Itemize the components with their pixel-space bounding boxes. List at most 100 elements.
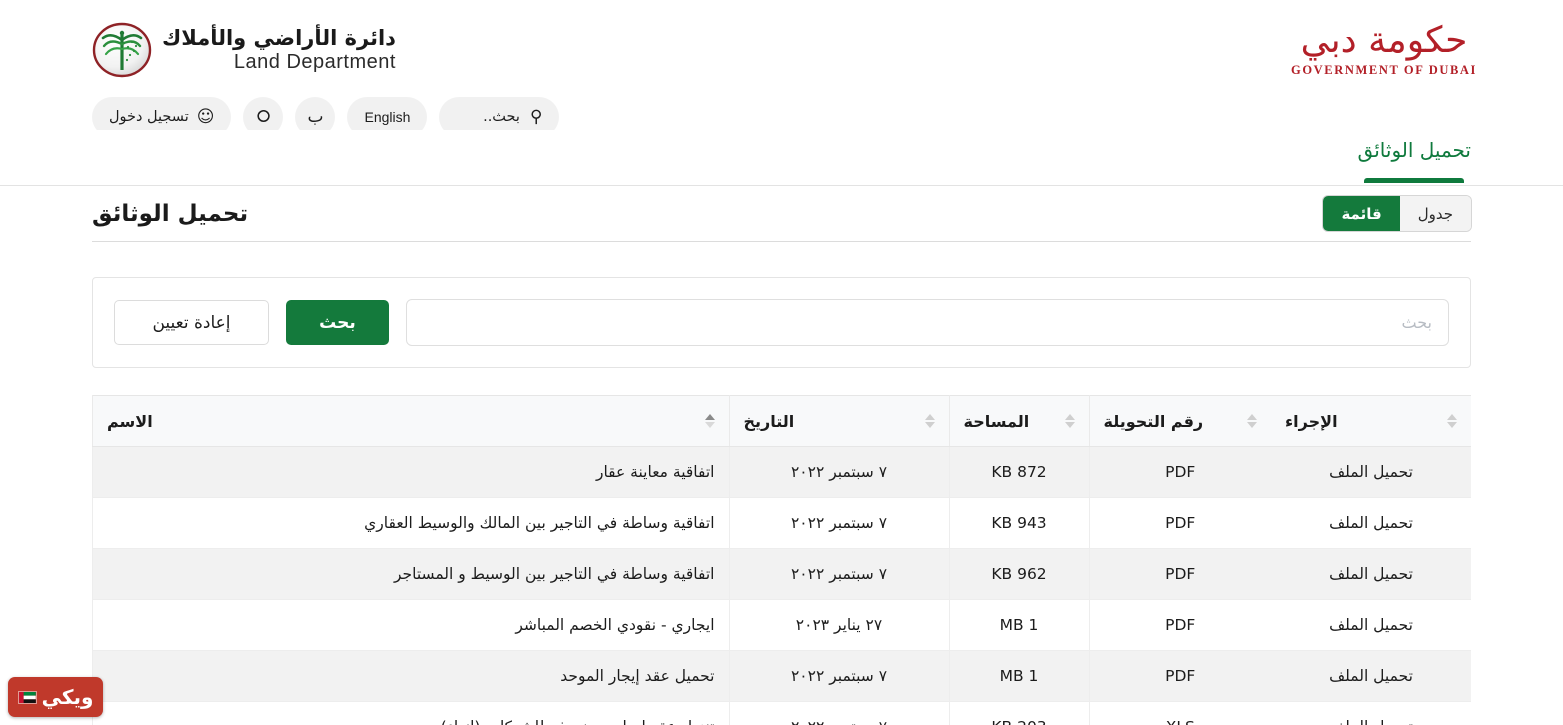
- cell-extension: PDF: [1088, 446, 1271, 498]
- sort-asc-icon: [1064, 414, 1075, 420]
- page-title: تحميل الوثائق: [92, 200, 249, 227]
- table-head: الإجراء رقم التحويلة: [92, 395, 1471, 447]
- table-row: تحميل الملف PDF 943 KB ٧ سبتمبر ٢٠٢٢ اتف…: [92, 497, 1471, 549]
- column-header-action[interactable]: الإجراء: [1271, 395, 1471, 447]
- sort-arrows-extension[interactable]: [1247, 414, 1257, 428]
- page-title-bar: قائمة جدول تحميل الوثائق: [92, 186, 1471, 242]
- dld-logo-arabic: دائرة الأراضي والأملاك: [162, 25, 396, 50]
- sort-asc-icon: [1447, 414, 1457, 420]
- view-toggle-table[interactable]: جدول: [1399, 196, 1471, 231]
- sort-desc-icon: [1247, 422, 1257, 428]
- cell-date: ٧ سبتمبر ٢٠٢٢: [728, 548, 949, 600]
- sort-desc-icon: [1447, 422, 1457, 428]
- user-icon: ☺: [196, 106, 215, 127]
- view-toggle-group: قائمة جدول: [1323, 196, 1471, 231]
- column-header-size[interactable]: المساحة: [948, 395, 1089, 447]
- main-content: قائمة جدول تحميل الوثائق بحث إعادة تعيين: [0, 186, 1563, 725]
- dld-logo-english: Land Department: [233, 51, 396, 74]
- table-body: تحميل الملف PDF 872 KB ٧ سبتمبر ٢٠٢٢ اتف…: [92, 446, 1471, 725]
- login-label: تسجيل دخول: [109, 109, 189, 125]
- cell-extension: PDF: [1088, 548, 1271, 600]
- column-label-extension: رقم التحويلة: [1103, 411, 1204, 431]
- cell-size: 1 MB: [948, 599, 1089, 651]
- cell-extension: PDF: [1088, 650, 1271, 702]
- column-header-name[interactable]: الاسم: [92, 395, 729, 447]
- search-panel: بحث إعادة تعيين: [92, 277, 1471, 368]
- column-header-extension[interactable]: رقم التحويلة: [1088, 395, 1271, 447]
- cell-size: 1 MB: [948, 650, 1089, 702]
- cell-size: 943 KB: [948, 497, 1089, 549]
- nav-tab-label: تحميل الوثائق: [1357, 138, 1471, 162]
- nav-tab-download-documents[interactable]: تحميل الوثائق: [1358, 138, 1471, 183]
- cell-date: ٧ سبتمبر ٢٠٢٢: [728, 497, 949, 549]
- column-label-action: الإجراء: [1285, 411, 1338, 431]
- table-row: تحميل الملف PDF 1 MB ٧ سبتمبر ٢٠٢٢ تحميل…: [92, 650, 1471, 702]
- eye-accessibility-icon: ⭘: [256, 106, 271, 127]
- sort-desc-icon: [1064, 422, 1075, 428]
- cell-date: ٧ سبتمبر ٢٠٢٢: [728, 701, 949, 725]
- column-label-size: المساحة: [963, 411, 1030, 431]
- column-header-date[interactable]: التاريخ: [728, 395, 949, 447]
- table-row: تحميل الملف PDF 872 KB ٧ سبتمبر ٢٠٢٢ اتف…: [92, 446, 1471, 498]
- cell-size: 962 KB: [948, 548, 1089, 600]
- cell-date: ٧ سبتمبر ٢٠٢٢: [728, 446, 949, 498]
- gov-logo-arabic: حكومة دبي: [1300, 19, 1469, 61]
- sort-arrows-date[interactable]: [924, 414, 935, 428]
- sort-desc-icon: [704, 422, 715, 428]
- palm-tree-emblem-icon: [92, 22, 152, 78]
- main-navigation: تحميل الوثائق: [0, 130, 1563, 186]
- cell-extension: PDF: [1088, 497, 1271, 549]
- documents-table: الإجراء رقم التحويلة: [92, 395, 1471, 725]
- sort-asc-icon: [704, 414, 715, 420]
- sort-desc-icon: [924, 422, 935, 428]
- dld-logo-text: دائرة الأراضي والأملاك Land Department: [162, 25, 396, 74]
- cell-name: ايجاري - نقودي الخصم المباشر: [92, 599, 729, 651]
- cell-name: اتفاقية وساطة في التاجير بين المالك والو…: [92, 497, 729, 549]
- wiki-watermark-badge: ويكي: [8, 677, 103, 717]
- search-icon: ⚲: [529, 106, 543, 127]
- cell-name: اتفاقية معاينة عقار: [92, 446, 729, 498]
- language-label: English: [364, 109, 411, 125]
- table-row: تحميل الملف XLS 203 KB ٧ سبتمبر ٢٠٢٢ تنز…: [92, 701, 1471, 725]
- column-label-name: الاسم: [107, 411, 153, 431]
- land-department-logo[interactable]: دائرة الأراضي والأملاك Land Department: [92, 20, 396, 80]
- nav-active-indicator: [1364, 178, 1465, 183]
- view-toggle-list[interactable]: قائمة: [1323, 196, 1400, 231]
- search-input[interactable]: [406, 299, 1449, 346]
- cell-name: تنزيل عقد إيجاري - نموذج للشركات (إنهاء): [92, 701, 729, 725]
- documents-table-wrap: الإجراء رقم التحويلة: [92, 395, 1471, 725]
- uae-flag-icon: [17, 690, 37, 704]
- cell-extension: XLS: [1088, 701, 1271, 725]
- government-of-dubai-logo[interactable]: حكومة دبي GOVERNMENT OF DUBAI: [1291, 19, 1477, 79]
- table-header-row: الإجراء رقم التحويلة: [92, 395, 1471, 447]
- cell-date: ٢٧ يناير ٢٠٢٣: [728, 599, 949, 651]
- sort-arrows-action[interactable]: [1447, 414, 1457, 428]
- sort-arrows-size[interactable]: [1064, 414, 1075, 428]
- reset-button[interactable]: إعادة تعيين: [114, 300, 269, 345]
- gov-logo-english: GOVERNMENT OF DUBAI: [1291, 63, 1477, 78]
- download-link[interactable]: تحميل الملف: [1271, 497, 1471, 549]
- cell-name: اتفاقية وساطة في التاجير بين الوسيط و ال…: [92, 548, 729, 600]
- download-link[interactable]: تحميل الملف: [1271, 548, 1471, 600]
- table-row: تحميل الملف PDF 962 KB ٧ سبتمبر ٢٠٢٢ اتف…: [92, 548, 1471, 600]
- column-label-date: التاريخ: [743, 411, 795, 431]
- download-link[interactable]: تحميل الملف: [1271, 599, 1471, 651]
- download-link[interactable]: تحميل الملف: [1271, 650, 1471, 702]
- download-link[interactable]: تحميل الملف: [1271, 701, 1471, 725]
- cell-name: تحميل عقد إيجار الموحد: [92, 650, 729, 702]
- font-size-icon: ب: [307, 106, 324, 127]
- search-button[interactable]: بحث: [286, 300, 389, 345]
- sort-arrows-name[interactable]: [704, 414, 715, 428]
- sort-asc-icon: [924, 414, 935, 420]
- cell-size: 872 KB: [948, 446, 1089, 498]
- download-link[interactable]: تحميل الملف: [1271, 446, 1471, 498]
- cell-extension: PDF: [1088, 599, 1271, 651]
- site-header: حكومة دبي GOVERNMENT OF DUBAI دائرة الأر…: [0, 0, 1563, 100]
- cell-size: 203 KB: [948, 701, 1089, 725]
- header-search-label: بحث..: [483, 109, 520, 125]
- wiki-watermark-label: ويكي: [41, 685, 94, 709]
- table-row: تحميل الملف PDF 1 MB ٢٧ يناير ٢٠٢٣ ايجار…: [92, 599, 1471, 651]
- cell-date: ٧ سبتمبر ٢٠٢٢: [728, 650, 949, 702]
- sort-asc-icon: [1247, 414, 1257, 420]
